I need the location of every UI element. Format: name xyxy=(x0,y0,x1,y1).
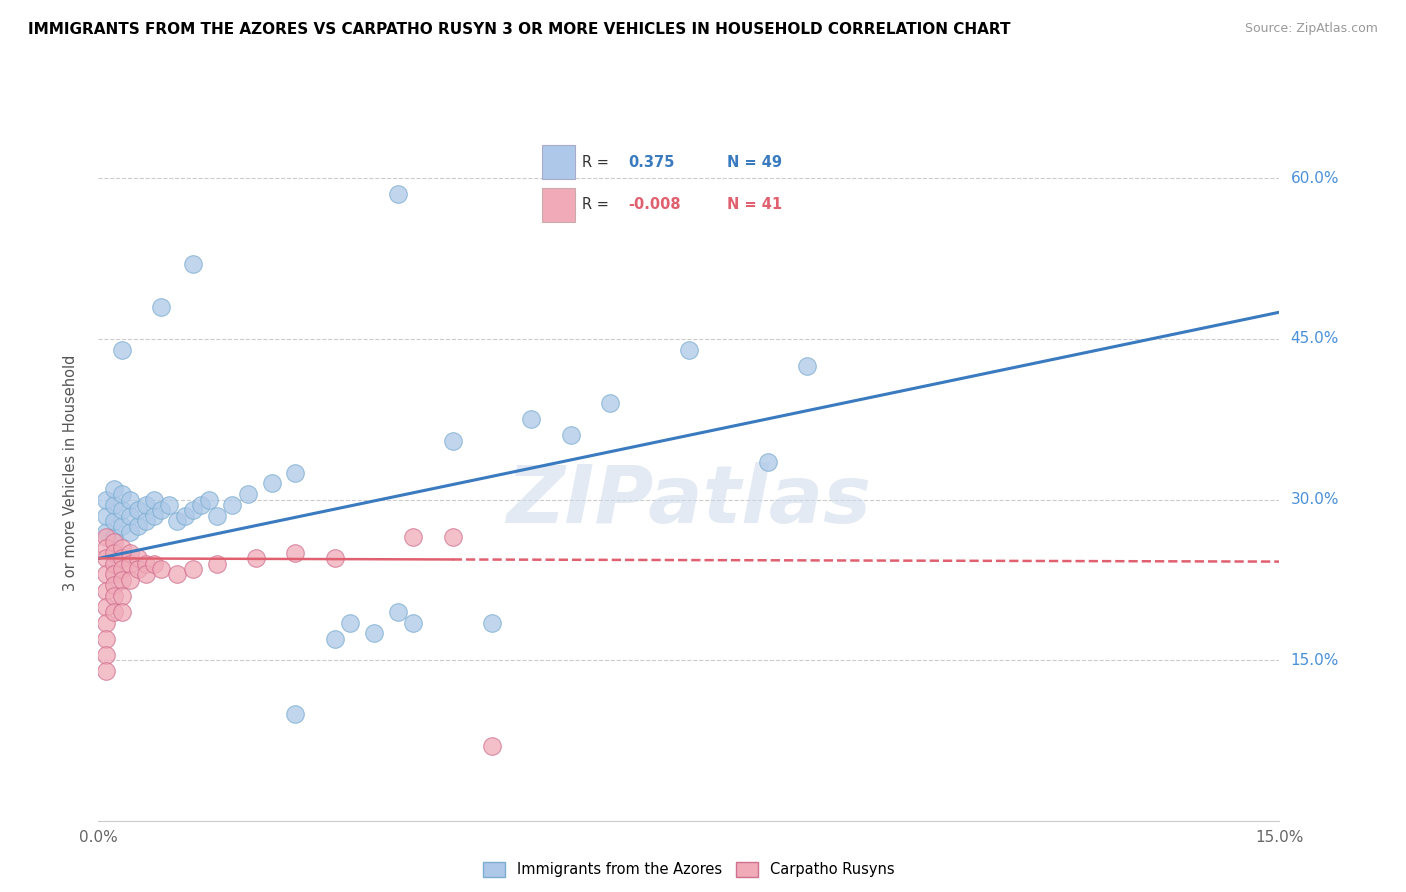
Point xyxy=(103,605,125,619)
Point xyxy=(441,434,464,448)
Point xyxy=(796,359,818,373)
Point xyxy=(96,632,118,646)
Point xyxy=(111,487,134,501)
Point xyxy=(205,508,228,523)
Point xyxy=(127,551,149,566)
Point xyxy=(118,573,141,587)
Point xyxy=(157,498,180,512)
Point xyxy=(142,492,165,507)
Point xyxy=(103,498,125,512)
Point xyxy=(111,605,134,619)
Point xyxy=(103,530,125,544)
Text: 15.0%: 15.0% xyxy=(1291,653,1339,667)
Point xyxy=(560,428,582,442)
Point xyxy=(756,455,779,469)
Point xyxy=(103,589,125,603)
Point xyxy=(111,562,134,576)
Point xyxy=(181,257,204,271)
Point xyxy=(323,632,346,646)
Point xyxy=(174,508,197,523)
Point xyxy=(150,503,173,517)
Text: ZIPatlas: ZIPatlas xyxy=(506,461,872,540)
Text: 60.0%: 60.0% xyxy=(1291,171,1339,186)
Point xyxy=(103,557,125,571)
Point xyxy=(111,551,134,566)
Point xyxy=(111,503,134,517)
Point xyxy=(103,535,125,549)
Point xyxy=(111,343,134,357)
Point xyxy=(221,498,243,512)
Point xyxy=(197,492,219,507)
Point xyxy=(111,541,134,555)
Point xyxy=(284,546,307,560)
Point xyxy=(96,583,118,598)
Point xyxy=(111,589,134,603)
Point xyxy=(166,567,188,582)
Point xyxy=(118,557,141,571)
Point xyxy=(103,514,125,528)
Point xyxy=(96,524,118,539)
Point xyxy=(127,562,149,576)
Point xyxy=(96,492,118,507)
Text: 30.0%: 30.0% xyxy=(1291,492,1339,507)
Point xyxy=(245,551,267,566)
Point xyxy=(363,626,385,640)
Point xyxy=(142,557,165,571)
Point xyxy=(118,546,141,560)
Point xyxy=(103,578,125,592)
Point xyxy=(96,530,118,544)
Point xyxy=(150,562,173,576)
Point xyxy=(103,546,125,560)
Point xyxy=(520,412,543,426)
Y-axis label: 3 or more Vehicles in Household: 3 or more Vehicles in Household xyxy=(63,355,77,591)
Point xyxy=(96,551,118,566)
Point xyxy=(127,519,149,533)
Point xyxy=(402,615,425,630)
Point xyxy=(127,503,149,517)
Point xyxy=(118,524,141,539)
Point xyxy=(96,599,118,614)
Point xyxy=(323,551,346,566)
Point xyxy=(118,508,141,523)
Point xyxy=(118,492,141,507)
Point xyxy=(284,466,307,480)
Point xyxy=(441,530,464,544)
Point xyxy=(166,514,188,528)
Point xyxy=(599,396,621,410)
Legend: Immigrants from the Azores, Carpatho Rusyns: Immigrants from the Azores, Carpatho Rus… xyxy=(478,855,900,883)
Point xyxy=(111,519,134,533)
Point xyxy=(96,567,118,582)
Text: IMMIGRANTS FROM THE AZORES VS CARPATHO RUSYN 3 OR MORE VEHICLES IN HOUSEHOLD COR: IMMIGRANTS FROM THE AZORES VS CARPATHO R… xyxy=(28,22,1011,37)
Text: Source: ZipAtlas.com: Source: ZipAtlas.com xyxy=(1244,22,1378,36)
Point xyxy=(96,664,118,678)
Point xyxy=(402,530,425,544)
Text: 45.0%: 45.0% xyxy=(1291,332,1339,346)
Point xyxy=(96,541,118,555)
Point xyxy=(135,498,157,512)
Point xyxy=(103,482,125,496)
Point xyxy=(181,503,204,517)
Point xyxy=(678,343,700,357)
Point xyxy=(387,605,409,619)
Point xyxy=(236,487,259,501)
Point xyxy=(260,476,283,491)
Point xyxy=(205,557,228,571)
Point xyxy=(96,648,118,662)
Point xyxy=(103,567,125,582)
Point xyxy=(481,615,503,630)
Point xyxy=(284,706,307,721)
Point xyxy=(111,573,134,587)
Point xyxy=(181,562,204,576)
Point xyxy=(96,508,118,523)
Point xyxy=(135,514,157,528)
Point xyxy=(135,567,157,582)
Point xyxy=(142,508,165,523)
Point xyxy=(387,187,409,202)
Point xyxy=(339,615,361,630)
Point xyxy=(481,739,503,753)
Point xyxy=(190,498,212,512)
Point xyxy=(150,300,173,314)
Point xyxy=(96,615,118,630)
Point xyxy=(135,557,157,571)
